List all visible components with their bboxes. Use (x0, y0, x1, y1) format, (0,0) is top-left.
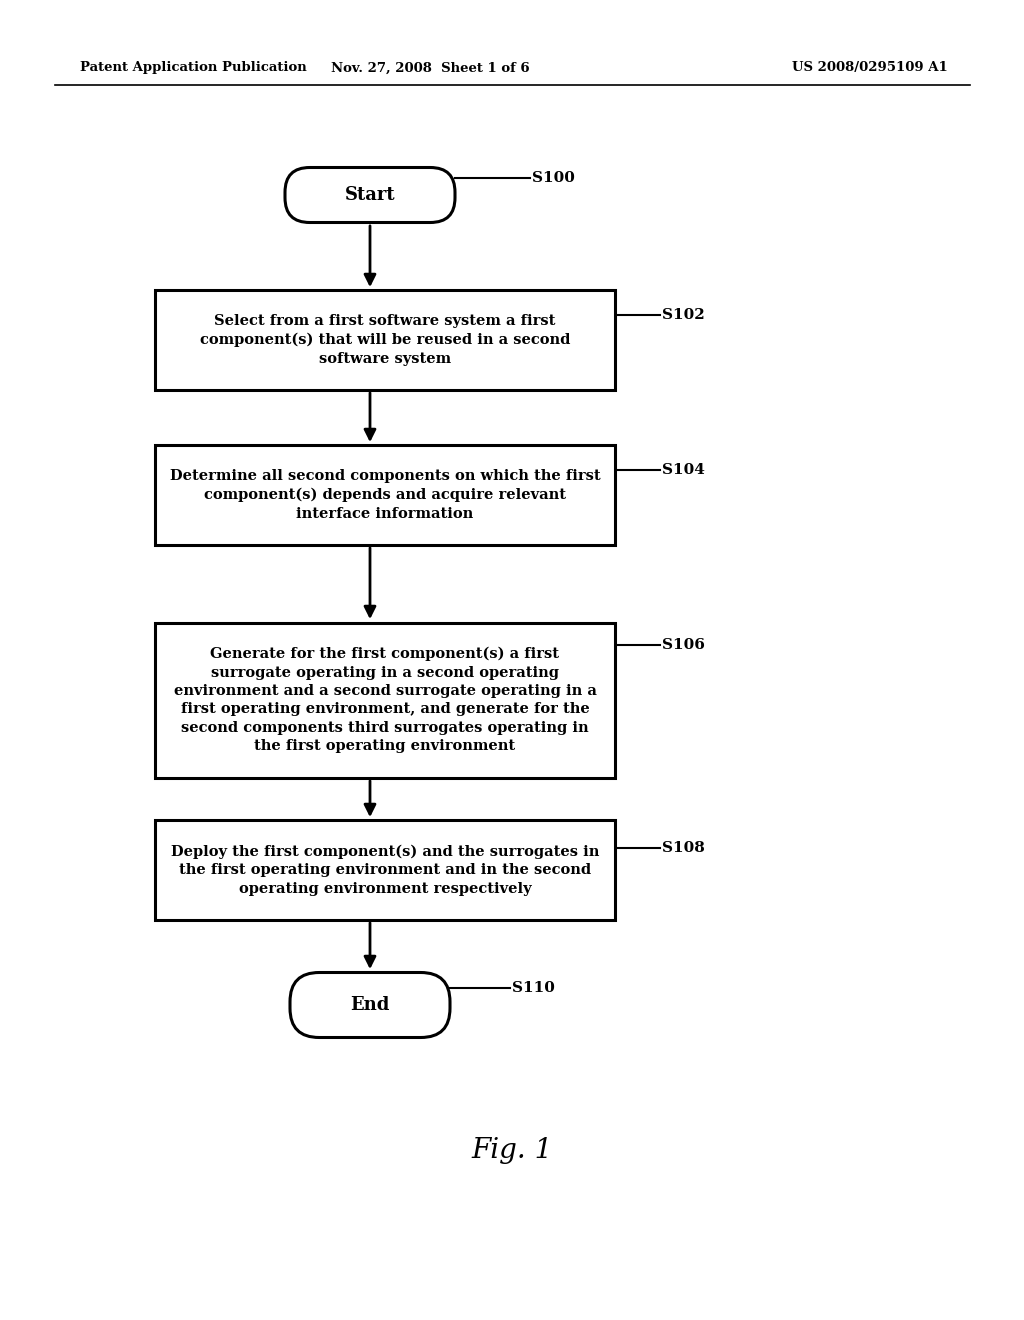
Text: S110: S110 (512, 981, 555, 995)
Text: Select from a first software system a first
component(s) that will be reused in : Select from a first software system a fi… (200, 314, 570, 366)
Text: Determine all second components on which the first
component(s) depends and acqu: Determine all second components on which… (170, 470, 600, 520)
Text: Start: Start (345, 186, 395, 205)
Text: S104: S104 (662, 463, 705, 477)
Text: S108: S108 (662, 841, 705, 855)
Text: End: End (350, 997, 390, 1014)
Bar (155, 820, 615, 920)
Bar (155, 445, 615, 545)
FancyBboxPatch shape (290, 973, 450, 1038)
Text: Fig. 1: Fig. 1 (471, 1137, 553, 1163)
FancyBboxPatch shape (285, 168, 455, 223)
Text: S106: S106 (662, 638, 705, 652)
Text: S100: S100 (532, 172, 574, 185)
Text: Patent Application Publication: Patent Application Publication (80, 62, 307, 74)
Bar (155, 623, 615, 777)
Text: Deploy the first component(s) and the surrogates in
the first operating environm: Deploy the first component(s) and the su… (171, 845, 599, 895)
Bar (155, 290, 615, 389)
Text: Generate for the first component(s) a first
surrogate operating in a second oper: Generate for the first component(s) a fi… (173, 647, 596, 754)
Text: US 2008/0295109 A1: US 2008/0295109 A1 (793, 62, 948, 74)
Text: Nov. 27, 2008  Sheet 1 of 6: Nov. 27, 2008 Sheet 1 of 6 (331, 62, 529, 74)
Text: S102: S102 (662, 308, 705, 322)
